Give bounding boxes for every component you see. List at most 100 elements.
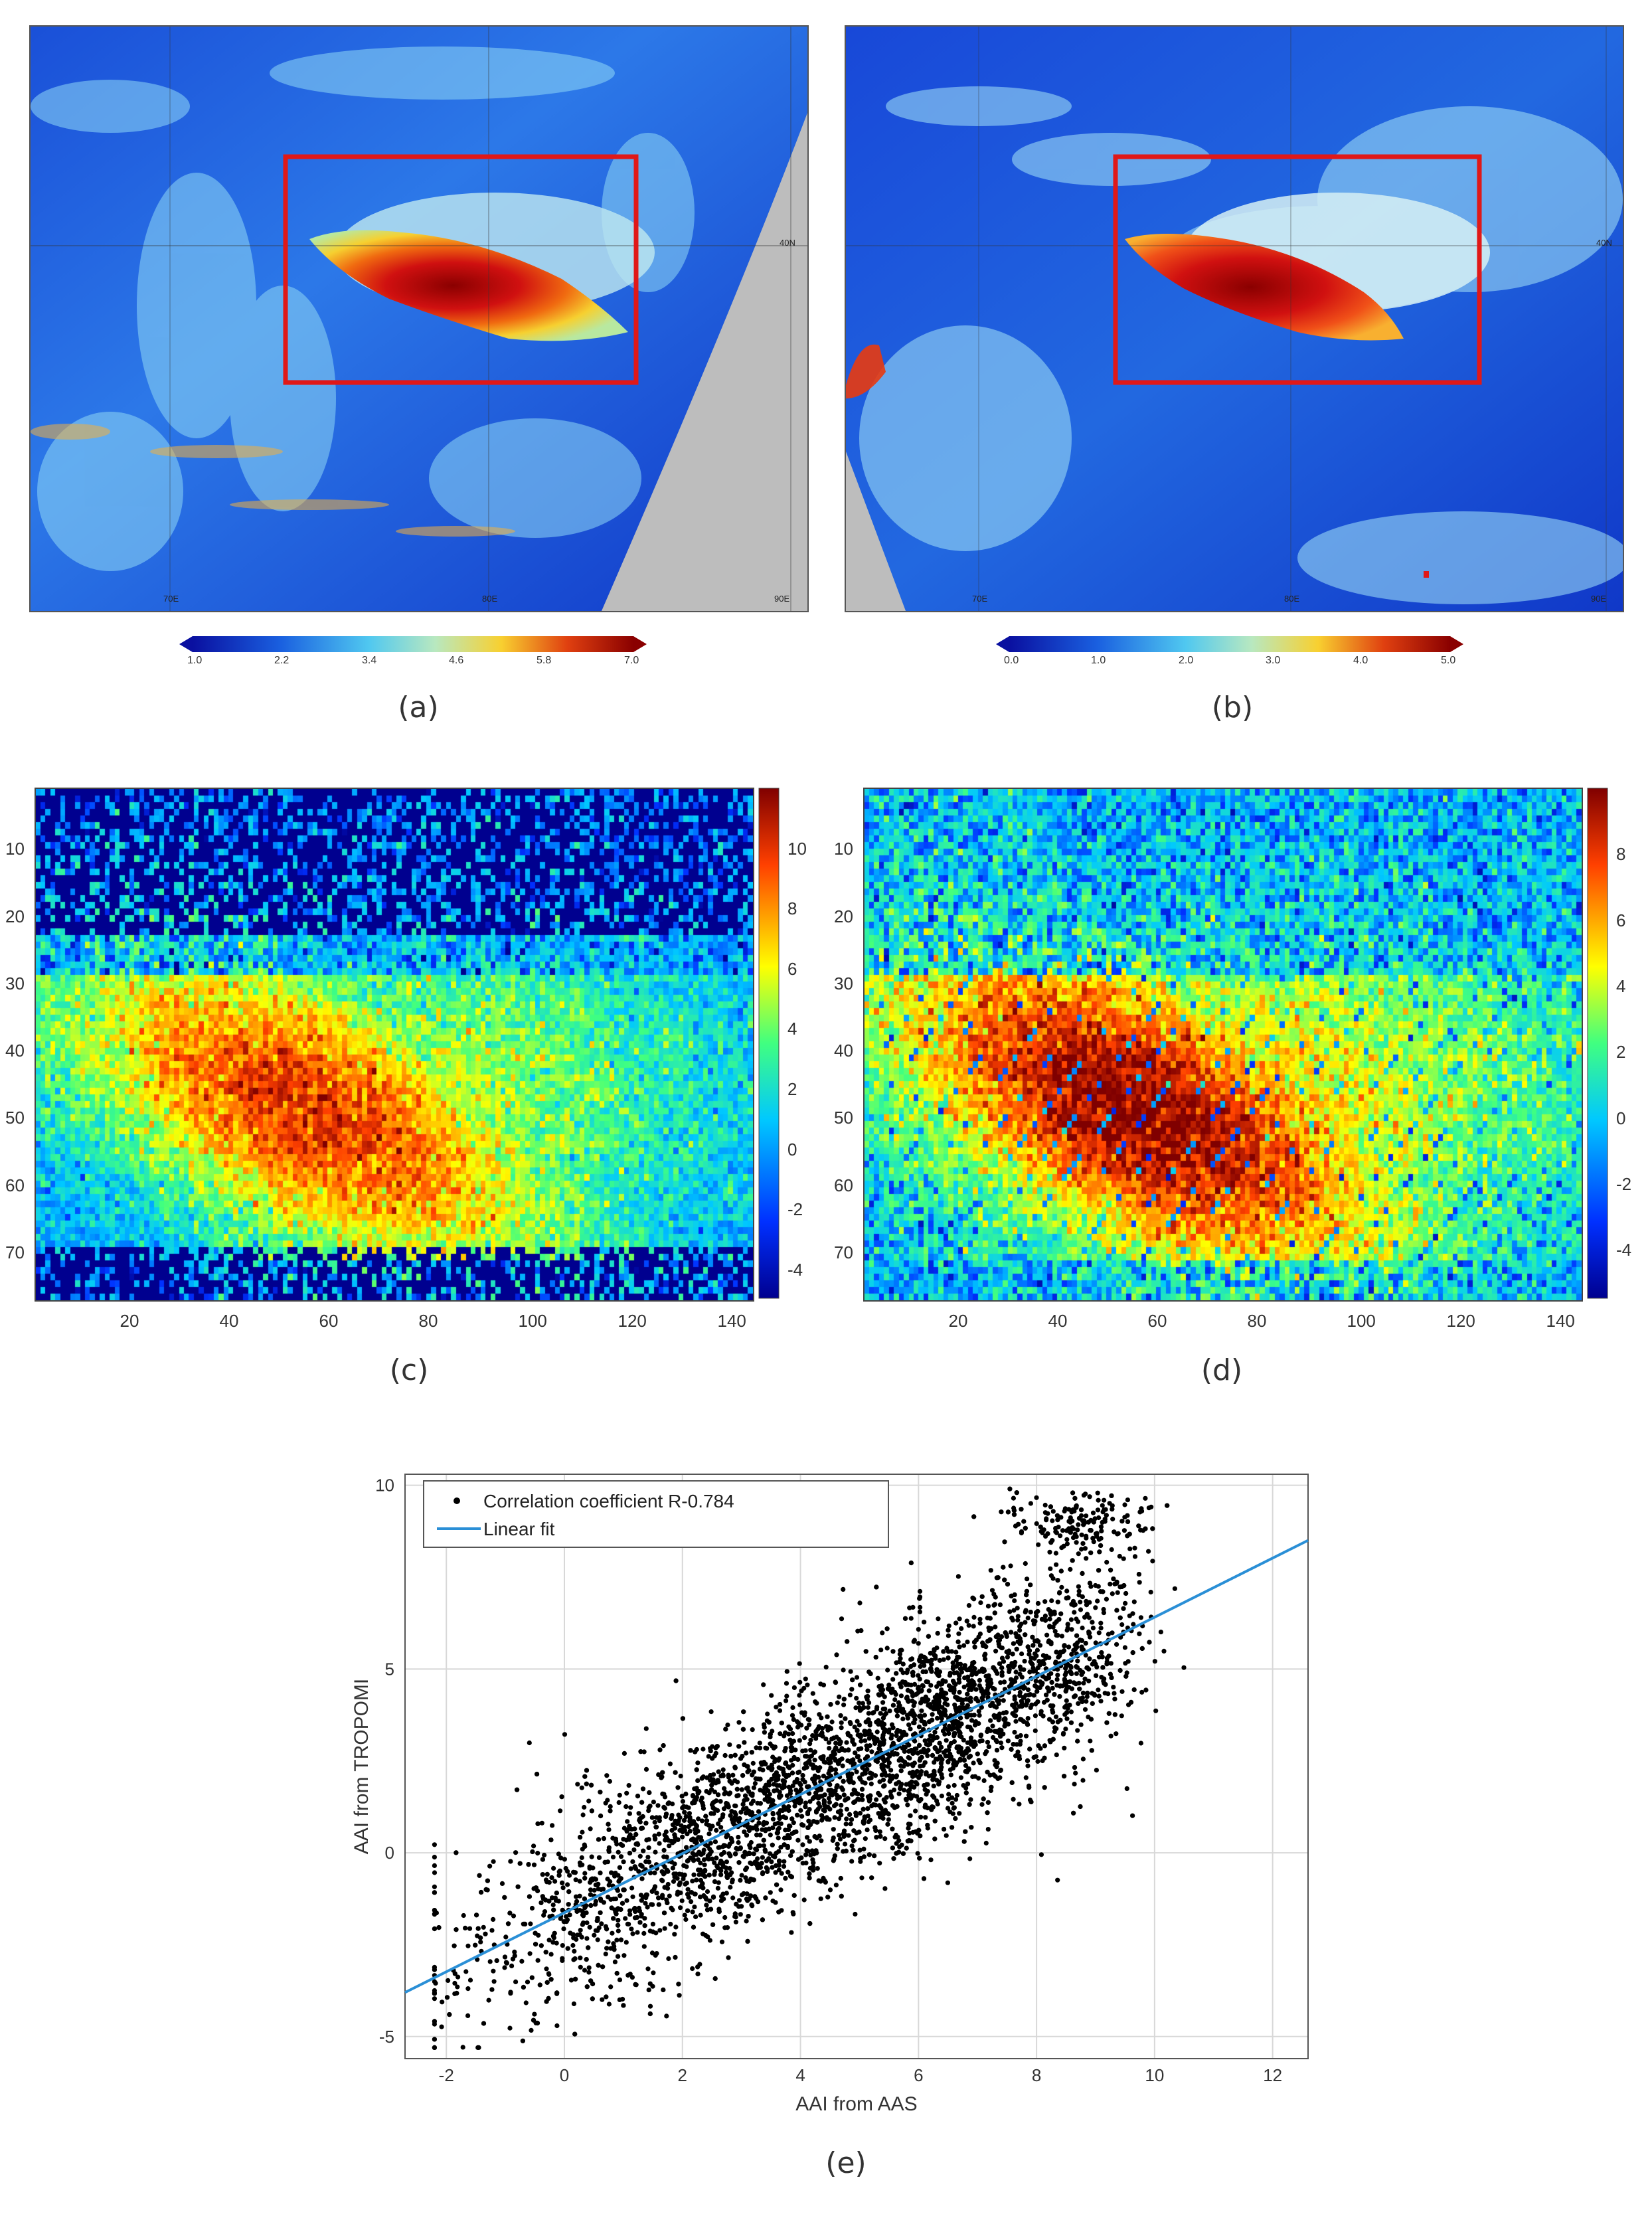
scatter-point (432, 1863, 437, 1868)
scatter-point (1055, 1877, 1060, 1883)
scatter-point (838, 1713, 843, 1719)
scatter-point (1015, 1618, 1021, 1623)
scatter-point (802, 1735, 807, 1741)
scatter-point (1025, 1644, 1031, 1650)
scatter-point (598, 1790, 603, 1795)
scatter-point (876, 1803, 882, 1808)
scatter-point (823, 1664, 829, 1669)
scatter-point (908, 1813, 913, 1818)
scatter-point (877, 1779, 882, 1784)
scatter-point (486, 1998, 491, 2003)
scatter-point (487, 1959, 493, 1964)
scatter-point (702, 1862, 707, 1867)
scatter-point (691, 1819, 697, 1824)
scatter-point (977, 1620, 983, 1626)
scatter-point (968, 1699, 973, 1704)
scatter-point (956, 1729, 961, 1734)
scatter-point (812, 1834, 817, 1839)
scatter-point (1064, 1588, 1070, 1594)
scatter-point (780, 1766, 785, 1772)
scatter-point (1080, 1594, 1085, 1600)
scatter-point (1005, 1739, 1011, 1744)
scatter-point (917, 1676, 922, 1682)
scatter-point (672, 1932, 677, 1937)
scatter-point (1079, 1644, 1084, 1650)
scatter-point (1091, 1519, 1096, 1525)
scatter-point (567, 1873, 572, 1878)
scatter-point (1096, 1515, 1102, 1521)
scatter-point (783, 1875, 788, 1881)
scatter-point (1036, 1542, 1041, 1547)
scatter-point (692, 1837, 697, 1843)
scatter-point (888, 1768, 894, 1773)
scatter-point (652, 1870, 657, 1875)
scatter-point (880, 1715, 886, 1721)
y-tick-label: 40 (5, 1041, 25, 1061)
scatter-point (527, 1951, 533, 1956)
scatter-point (847, 1692, 853, 1697)
scatter-point (718, 1773, 724, 1778)
scatter-point (1064, 1710, 1070, 1715)
scatter-point (946, 1649, 951, 1654)
colorbar-b-tick: 4.0 (1353, 655, 1368, 666)
scatter-point (556, 1851, 561, 1857)
scatter-point (1111, 1576, 1116, 1582)
scatter-point (922, 1783, 927, 1788)
scatter-point (848, 1822, 853, 1827)
scatter-point (840, 1763, 845, 1768)
scatter-point (693, 1914, 699, 1920)
scatter-point (1112, 1691, 1117, 1696)
scatter-point (761, 1843, 766, 1848)
colorbar-d (1587, 788, 1608, 1299)
scatter-point (1042, 1599, 1048, 1604)
scatter-point (1075, 1658, 1080, 1663)
scatter-point (700, 1881, 705, 1886)
scatter-point (853, 1911, 858, 1917)
scatter-point (432, 1890, 437, 1895)
scatter-point (1096, 1568, 1102, 1573)
scatter-point (1055, 1719, 1060, 1725)
scatter-point (1027, 1783, 1032, 1788)
scatter-point (709, 1782, 714, 1788)
scatter-point (827, 1768, 833, 1773)
scatter-point (758, 1788, 763, 1793)
scatter-point (584, 1781, 589, 1786)
scatter-point (730, 1820, 736, 1826)
scatter-point (574, 1936, 579, 1942)
scatter-point (926, 1743, 931, 1748)
scatter-point (704, 1903, 709, 1908)
scatter-point (747, 1843, 752, 1848)
scatter-point (896, 1704, 902, 1709)
scatter-point (950, 1660, 955, 1665)
scatter-point (661, 1871, 666, 1877)
scatter-point (1021, 1719, 1027, 1724)
scatter-point (559, 1794, 564, 1800)
scatter-point (1054, 1562, 1059, 1567)
scatter-point (1038, 1524, 1043, 1529)
scatter-point (744, 1918, 749, 1924)
scatter-point (593, 1877, 598, 1882)
scatter-point (677, 1993, 682, 1998)
scatter-point (1104, 1720, 1110, 1725)
scatter-point (894, 1841, 899, 1846)
scatter-point (1099, 1528, 1104, 1534)
scatter-point (725, 1722, 730, 1728)
scatter-point (660, 1878, 665, 1883)
scatter-point (654, 1951, 659, 1956)
scatter-point (465, 1986, 471, 1992)
scatter-point (912, 1760, 917, 1766)
scatter-point (953, 1816, 958, 1822)
scatter-point (916, 1828, 922, 1833)
scatter-point (1127, 1613, 1132, 1618)
scatter-point (846, 1747, 851, 1752)
scatter-point (447, 2012, 452, 2017)
scatter-point (732, 1752, 738, 1758)
colorbar-a-tick: 4.6 (449, 655, 464, 666)
scatter-point (695, 1760, 701, 1766)
scatter-point (768, 1890, 773, 1895)
scatter-point (1058, 1611, 1064, 1616)
scatter-point (770, 1853, 776, 1859)
scatter-point (1078, 1607, 1084, 1612)
scatter-point (566, 1902, 571, 1907)
scatter-point (1084, 1533, 1089, 1539)
